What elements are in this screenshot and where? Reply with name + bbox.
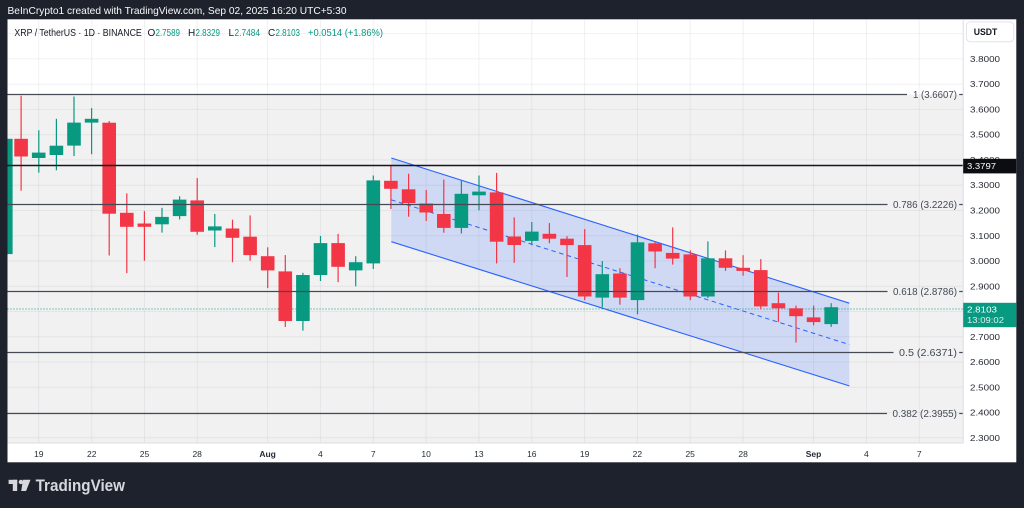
svg-text:2.3000: 2.3000 — [970, 433, 1000, 443]
svg-text:28: 28 — [192, 449, 202, 459]
svg-text:19: 19 — [580, 449, 590, 459]
svg-text:3.3797: 3.3797 — [967, 161, 996, 171]
svg-text:7: 7 — [371, 449, 376, 459]
svg-text:3.0000: 3.0000 — [970, 256, 1000, 266]
svg-text:TradingView: TradingView — [36, 477, 126, 495]
svg-text:25: 25 — [685, 449, 695, 459]
svg-text:16: 16 — [527, 449, 537, 459]
svg-text:25: 25 — [140, 449, 150, 459]
svg-text:13:09:02: 13:09:02 — [967, 316, 1005, 325]
svg-text:3.6000: 3.6000 — [970, 104, 1000, 114]
svg-text:10: 10 — [421, 449, 431, 459]
svg-text:C: C — [268, 28, 275, 39]
svg-text:28: 28 — [738, 449, 748, 459]
svg-text:XRP / TetherUS · 1D · BINANCE: XRP / TetherUS · 1D · BINANCE — [14, 28, 142, 39]
svg-text:2.8329: 2.8329 — [196, 28, 221, 39]
svg-text:2.7000: 2.7000 — [970, 332, 1000, 342]
svg-text:3.1000: 3.1000 — [970, 231, 1000, 241]
svg-text:BeInCrypto1 created with Tradi: BeInCrypto1 created with TradingView.com… — [8, 5, 347, 17]
svg-text:3.3000: 3.3000 — [970, 180, 1000, 190]
svg-text:2.8103: 2.8103 — [276, 28, 301, 39]
svg-text:1 (3.6607): 1 (3.6607) — [913, 90, 957, 101]
svg-text:7: 7 — [917, 449, 922, 459]
svg-text:Aug: Aug — [259, 449, 276, 459]
svg-text:2.7484: 2.7484 — [235, 28, 261, 39]
svg-text:0.5 (2.6371): 0.5 (2.6371) — [899, 348, 957, 359]
svg-text:2.5000: 2.5000 — [970, 382, 1000, 392]
svg-text:2.7589: 2.7589 — [156, 28, 181, 39]
svg-text:L: L — [229, 28, 235, 39]
svg-text:0.618 (2.8786): 0.618 (2.8786) — [893, 287, 957, 298]
svg-text:3.7000: 3.7000 — [970, 79, 1000, 89]
svg-text:2.6000: 2.6000 — [970, 357, 1000, 367]
svg-text:H: H — [188, 28, 195, 39]
svg-text:4: 4 — [864, 449, 869, 459]
svg-text:19: 19 — [34, 449, 44, 459]
svg-text:22: 22 — [87, 449, 97, 459]
svg-text:3.5000: 3.5000 — [970, 130, 1000, 140]
svg-text:O: O — [148, 28, 156, 39]
svg-text:Sep: Sep — [806, 449, 822, 459]
svg-text:3.2000: 3.2000 — [970, 206, 1000, 216]
svg-text:USDT: USDT — [974, 27, 998, 37]
svg-text:22: 22 — [633, 449, 643, 459]
svg-text:0.786 (3.2226): 0.786 (3.2226) — [893, 200, 957, 211]
svg-text:+0.0514 (+1.86%): +0.0514 (+1.86%) — [308, 28, 383, 39]
svg-text:2.8103: 2.8103 — [967, 305, 997, 315]
svg-text:2.9000: 2.9000 — [970, 281, 1000, 291]
svg-text:3.8000: 3.8000 — [970, 54, 1000, 64]
svg-text:4: 4 — [318, 449, 323, 459]
svg-text:13: 13 — [474, 449, 484, 459]
svg-text:0.382 (2.3955): 0.382 (2.3955) — [893, 409, 958, 420]
svg-text:2.4000: 2.4000 — [970, 408, 1000, 418]
